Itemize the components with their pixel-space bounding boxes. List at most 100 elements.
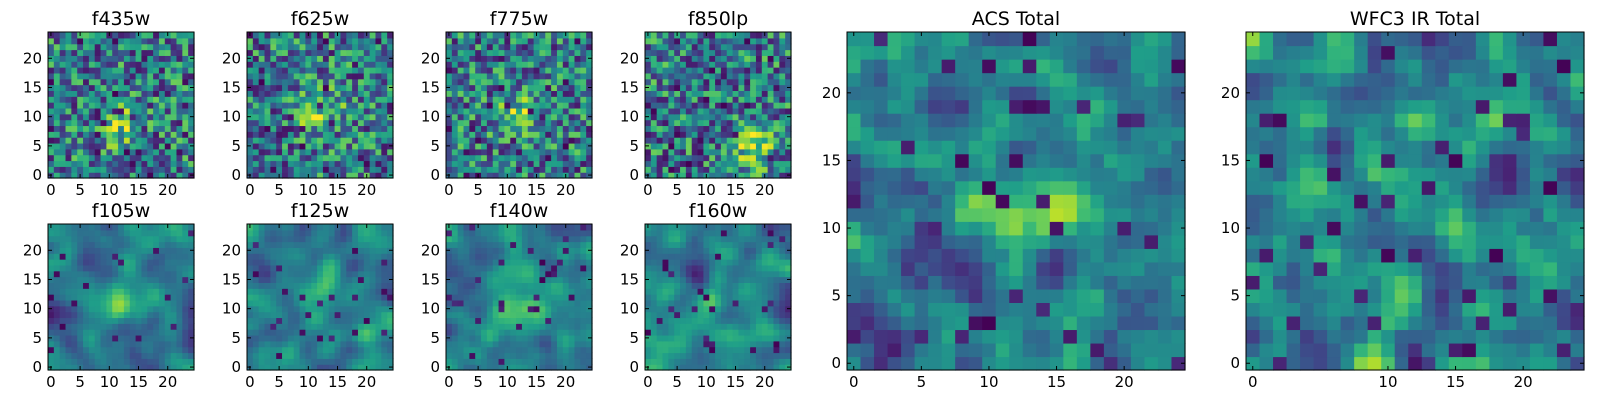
heatmap-cell xyxy=(521,259,529,266)
heatmap-cell xyxy=(381,72,388,80)
heatmap-cell xyxy=(387,67,394,74)
heatmap-cell xyxy=(375,102,382,109)
heatmap-cell xyxy=(340,352,347,359)
heatmap-cell xyxy=(481,346,488,354)
heatmap-cell xyxy=(674,288,681,295)
heatmap-cell xyxy=(305,294,312,301)
heatmap-cell xyxy=(322,166,330,173)
heatmap-cell xyxy=(492,294,500,301)
heatmap-cell xyxy=(305,229,312,237)
heatmap-cell xyxy=(357,311,365,319)
heatmap-cell xyxy=(744,107,751,115)
heatmap-cell xyxy=(176,224,183,231)
heatmap-cell xyxy=(668,142,675,150)
heatmap-cell xyxy=(539,294,546,301)
y-tick-label: 10 xyxy=(421,300,440,318)
heatmap-cell xyxy=(469,247,476,254)
heatmap-cell xyxy=(53,67,61,74)
heatmap-cell xyxy=(48,61,55,68)
heatmap-cell xyxy=(469,49,476,56)
heatmap-cell xyxy=(317,55,324,62)
heatmap-cell xyxy=(457,259,465,266)
heatmap-cell xyxy=(164,323,172,330)
heatmap-cell xyxy=(656,125,664,132)
heatmap-cell xyxy=(71,160,78,167)
heatmap-cell xyxy=(293,276,301,283)
heatmap-cell xyxy=(732,305,740,313)
heatmap-cell xyxy=(141,37,148,45)
heatmap-cell xyxy=(545,49,552,56)
heatmap-cell xyxy=(334,270,342,278)
heatmap-cell xyxy=(141,329,148,336)
heatmap-cell xyxy=(135,49,143,56)
heatmap-cell xyxy=(276,61,283,68)
heatmap-cell xyxy=(352,172,359,179)
heatmap-cell xyxy=(352,276,359,283)
heatmap-cell xyxy=(691,102,699,109)
heatmap-cell xyxy=(732,142,740,150)
heatmap-cell xyxy=(691,43,699,51)
heatmap-cell xyxy=(375,84,382,91)
heatmap-cell xyxy=(170,229,178,237)
heatmap-cell xyxy=(674,160,681,167)
heatmap-cell xyxy=(363,49,371,56)
heatmap-cell xyxy=(123,37,131,45)
heatmap-cell xyxy=(369,113,377,121)
heatmap-cell xyxy=(164,264,172,272)
heatmap-cell xyxy=(451,125,459,132)
heatmap-cell xyxy=(668,288,675,295)
y-tick-label: 10 xyxy=(222,108,241,126)
heatmap-cell xyxy=(258,148,266,156)
heatmap-cell xyxy=(352,148,359,156)
heatmap-cell xyxy=(112,323,119,330)
heatmap-cell xyxy=(680,131,687,138)
heatmap-cell xyxy=(135,294,143,301)
heatmap-cell xyxy=(363,241,371,248)
heatmap-cell xyxy=(539,253,546,260)
heatmap-cell xyxy=(709,317,716,324)
heatmap-cell xyxy=(481,270,488,278)
heatmap-cell xyxy=(457,346,465,354)
heatmap-cell xyxy=(293,107,301,115)
heatmap-cell xyxy=(656,334,664,342)
heatmap-cell xyxy=(381,288,388,295)
heatmap-cell xyxy=(755,137,763,144)
heatmap-cell xyxy=(685,131,693,138)
heatmap-cell xyxy=(170,276,178,283)
heatmap-cell xyxy=(381,305,388,313)
heatmap-cell xyxy=(381,317,388,324)
heatmap-cell xyxy=(773,154,780,162)
heatmap-cell xyxy=(697,113,704,121)
heatmap-cell xyxy=(551,241,558,248)
heatmap-cell xyxy=(785,148,792,156)
heatmap-cell xyxy=(486,61,494,68)
heatmap-cell xyxy=(334,276,342,283)
heatmap-cell xyxy=(697,67,704,74)
heatmap-cell xyxy=(153,299,160,307)
heatmap-cell xyxy=(340,224,347,231)
heatmap-cell xyxy=(556,96,564,103)
heatmap-cell xyxy=(586,154,593,162)
heatmap-cell xyxy=(744,317,751,324)
heatmap-cell xyxy=(785,352,792,359)
heatmap-cell xyxy=(767,160,775,167)
heatmap-cell xyxy=(328,340,336,348)
heatmap-cell xyxy=(65,137,72,144)
heatmap-cell xyxy=(481,352,488,359)
heatmap-cell xyxy=(129,160,137,167)
heatmap-cell xyxy=(153,131,160,138)
heatmap-cell xyxy=(451,229,459,237)
heatmap-cell xyxy=(715,43,722,51)
heatmap-cell xyxy=(551,305,558,313)
heatmap-cell xyxy=(71,148,78,156)
heatmap-cell xyxy=(521,96,529,103)
heatmap-cell xyxy=(53,166,61,173)
heatmap-cell xyxy=(545,131,552,138)
heatmap-cell xyxy=(252,142,260,150)
heatmap-cell xyxy=(322,90,330,97)
heatmap-cell xyxy=(293,311,301,319)
heatmap-cell xyxy=(744,358,751,365)
heatmap-cell xyxy=(340,142,347,150)
heatmap-cell xyxy=(375,264,382,272)
heatmap-cell xyxy=(322,37,330,45)
